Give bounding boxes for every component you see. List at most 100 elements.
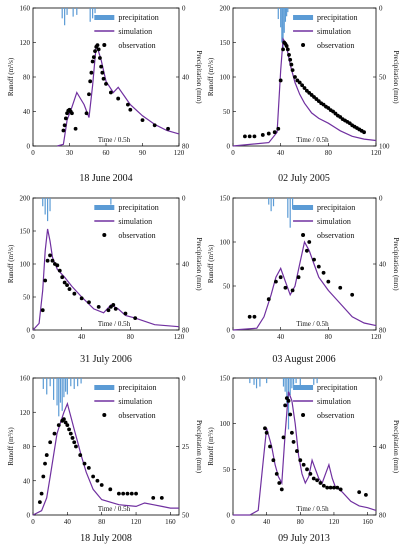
y2-tick-label: 40 [182, 261, 190, 269]
observation-point [285, 47, 290, 52]
observation-point [274, 279, 278, 284]
observation-point [41, 474, 46, 479]
y2-axis-label: Precipitation (mm) [392, 237, 400, 291]
y2-axis-label: Precipitation (mm) [195, 237, 203, 291]
observation-point [279, 487, 284, 492]
observation-point [276, 126, 281, 131]
observation-point [88, 79, 93, 84]
observation-point [65, 423, 70, 427]
precipitation-bar [58, 378, 60, 417]
observation-point [62, 123, 67, 128]
precipitation-bar [287, 198, 289, 218]
legend-observation-swatch [102, 43, 107, 47]
observation-point [140, 118, 145, 123]
observation-point [104, 82, 108, 86]
observation-point [126, 102, 130, 107]
simulation-line [32, 228, 180, 331]
y-tick-label: 120 [20, 39, 31, 47]
observation-point [364, 493, 368, 497]
simulation-line [232, 240, 377, 331]
precipitation-bar [291, 198, 294, 210]
observation-point [293, 75, 297, 79]
observation-point [151, 495, 156, 500]
observation-point [283, 403, 288, 408]
observation-point [123, 311, 128, 316]
precipitation-bar [94, 8, 96, 14]
x-axis-label: Time / 0.5h [98, 136, 131, 144]
precipitation-bar [46, 378, 48, 395]
precipitation-bar [280, 8, 282, 28]
precipitation-bar [253, 378, 255, 385]
chart-caption: 03 August 2006 [272, 354, 335, 365]
observation-point [278, 275, 283, 280]
y2-tick-label: 100 [379, 143, 390, 151]
observation-point [67, 427, 71, 432]
observation-point [70, 436, 75, 440]
observation-point [321, 270, 326, 275]
precipitation-bar [42, 378, 44, 389]
observation-point [277, 481, 282, 485]
observation-point [62, 417, 66, 421]
y2-tick-label: 50 [379, 74, 387, 82]
observation-point [56, 423, 61, 427]
observation-point [308, 472, 313, 476]
y-tick-label: 50 [223, 466, 231, 474]
y-tick-label: 0 [27, 143, 31, 151]
x-tick-label: 0 [231, 333, 235, 341]
y-tick-label: 150 [220, 375, 231, 383]
x-tick-label: 80 [297, 518, 305, 526]
precipitation-bar [49, 378, 51, 387]
y2-axis-label: Precipitation (mm) [392, 50, 400, 104]
observation-point [278, 78, 283, 83]
simulation-line [32, 401, 179, 516]
observation-point [37, 500, 42, 505]
observation-point [362, 130, 366, 135]
legend-precipitation-swatch [94, 385, 115, 390]
observation-point [315, 478, 320, 483]
observation-point [125, 491, 130, 496]
precipitation-bar [89, 8, 91, 22]
x-tick-label: 0 [31, 518, 35, 526]
observation-point [62, 280, 67, 285]
observation-point [91, 474, 96, 479]
legend-simulation-label: simulation [118, 217, 152, 226]
legend-precipitation-swatch [293, 205, 314, 210]
precipitation-bar [64, 8, 66, 26]
x-tick-label: 40 [277, 333, 285, 341]
observation-point [357, 490, 362, 495]
legend-precipitation-label: precipitation [118, 203, 158, 212]
observation-point [93, 49, 97, 54]
y-tick-label: 40 [23, 108, 31, 116]
x-tick-label: 40 [277, 149, 285, 157]
legend-precipitation-label: precipitation [317, 13, 357, 22]
precipitation-bar [65, 378, 67, 392]
observation-point [73, 126, 78, 131]
x-axis-label: Time / 0.5h [296, 320, 329, 328]
legend-precipitation-label: precipitation [317, 383, 357, 392]
observation-point [288, 57, 293, 62]
y2-tick-label: 0 [182, 195, 186, 203]
observation-point [129, 491, 134, 496]
precipitation-bar [72, 8, 74, 17]
y-axis-label: Runoff (m³/s) [207, 244, 215, 283]
precipitation-bar [313, 378, 315, 385]
observation-point [108, 487, 113, 492]
observation-point [134, 491, 138, 496]
observation-point [335, 485, 340, 490]
legend-observation-swatch [301, 233, 306, 237]
y-axis-label: Runoff (m³/s) [7, 427, 15, 466]
precipitation-bar [42, 198, 44, 207]
x-tick-label: 0 [231, 149, 235, 157]
y-tick-label: 50 [23, 294, 31, 302]
precipitation-bar [47, 198, 49, 222]
precipitation-bar [92, 8, 94, 19]
observation-point [281, 435, 286, 440]
x-tick-label: 120 [371, 333, 382, 341]
observation-point [266, 131, 271, 136]
x-tick-label: 160 [362, 518, 373, 526]
simulation-line [233, 391, 377, 516]
x-tick-label: 40 [78, 333, 86, 341]
observation-point [52, 431, 57, 436]
